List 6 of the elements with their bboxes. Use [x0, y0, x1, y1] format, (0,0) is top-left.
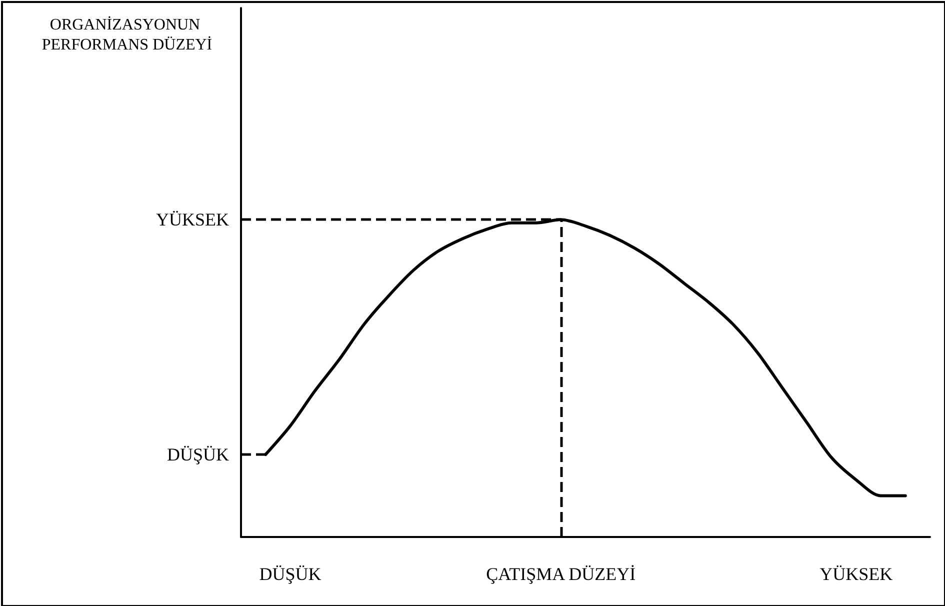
text: ORGANİZASYONUN PERFORMANS DÜZEYİ [42, 16, 212, 54]
x-tick-label: DÜŞÜK [259, 564, 322, 584]
x-tick-label: ÇATIŞMA DÜZEYİ [486, 564, 636, 584]
ref-line-label: DÜŞÜK [166, 444, 229, 464]
ref-line-label: YÜKSEK [156, 210, 229, 230]
x-tick-label: YÜKSEK [820, 564, 893, 584]
